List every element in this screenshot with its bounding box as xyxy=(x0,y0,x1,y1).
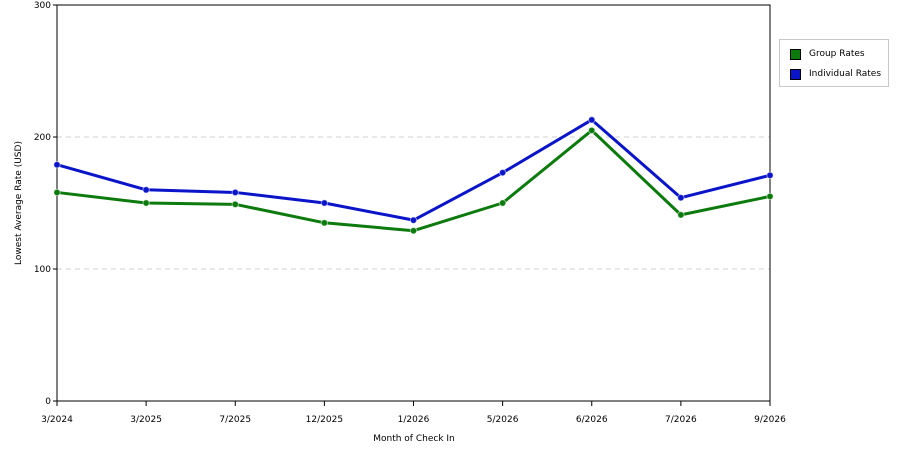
data-point-group-rates xyxy=(588,126,596,135)
data-point-individual-rates xyxy=(320,199,329,207)
data-point-group-rates xyxy=(766,192,774,201)
data-point-group-rates xyxy=(320,219,329,227)
data-points xyxy=(53,116,774,235)
x-tick-label: 3/2024 xyxy=(41,415,73,425)
data-point-group-rates xyxy=(498,199,507,207)
x-tick-label: 6/2026 xyxy=(576,415,608,425)
legend-swatch-group-rates xyxy=(790,48,801,60)
y-tick-label: 0 xyxy=(45,397,51,407)
x-tick-label: 12/2025 xyxy=(306,415,343,425)
data-point-individual-rates xyxy=(53,161,61,169)
legend-swatch-individual-rates xyxy=(790,68,801,80)
data-point-individual-rates xyxy=(231,188,239,197)
data-point-individual-rates xyxy=(766,171,774,179)
y-axis-title: Lowest Average Rate (USD) xyxy=(14,141,24,265)
x-tick-label: 9/2026 xyxy=(754,415,786,425)
legend-item-individual-rates: Individual Rates xyxy=(790,67,881,81)
y-tick-label: 200 xyxy=(34,133,51,143)
data-point-group-rates xyxy=(53,188,61,197)
gridlines xyxy=(57,136,770,270)
y-tick-label: 300 xyxy=(34,1,51,11)
series-lines xyxy=(55,118,772,233)
data-point-individual-rates xyxy=(142,186,150,194)
tick-labels: 0 100 200 300 3/2024 3/2025 7/2025 12/2025 1/202… xyxy=(34,1,786,425)
x-tick-label: 5/2026 xyxy=(487,415,519,425)
x-tick-label: 3/2025 xyxy=(130,415,162,425)
x-tick-label: 7/2025 xyxy=(219,415,251,425)
series-line-individual-rates xyxy=(55,118,772,222)
x-tick-label: 7/2026 xyxy=(665,415,697,425)
data-point-group-rates xyxy=(142,199,150,207)
legend-item-group-rates: Group Rates xyxy=(790,47,865,61)
data-point-individual-rates xyxy=(409,216,418,224)
data-point-group-rates xyxy=(409,227,418,235)
data-point-individual-rates xyxy=(677,194,685,202)
axes xyxy=(53,4,771,406)
data-point-group-rates xyxy=(231,200,239,209)
data-point-individual-rates xyxy=(498,168,507,177)
x-axis-title: Month of Check In xyxy=(373,434,455,444)
legend-label-individual-rates: Individual Rates xyxy=(809,69,882,79)
legend: Group Rates Individual Rates xyxy=(779,39,889,87)
y-tick-label: 100 xyxy=(34,265,51,275)
data-point-individual-rates xyxy=(588,116,596,124)
x-tick-label: 1/2026 xyxy=(398,415,430,425)
legend-label-group-rates: Group Rates xyxy=(809,49,865,59)
data-point-group-rates xyxy=(677,211,685,219)
